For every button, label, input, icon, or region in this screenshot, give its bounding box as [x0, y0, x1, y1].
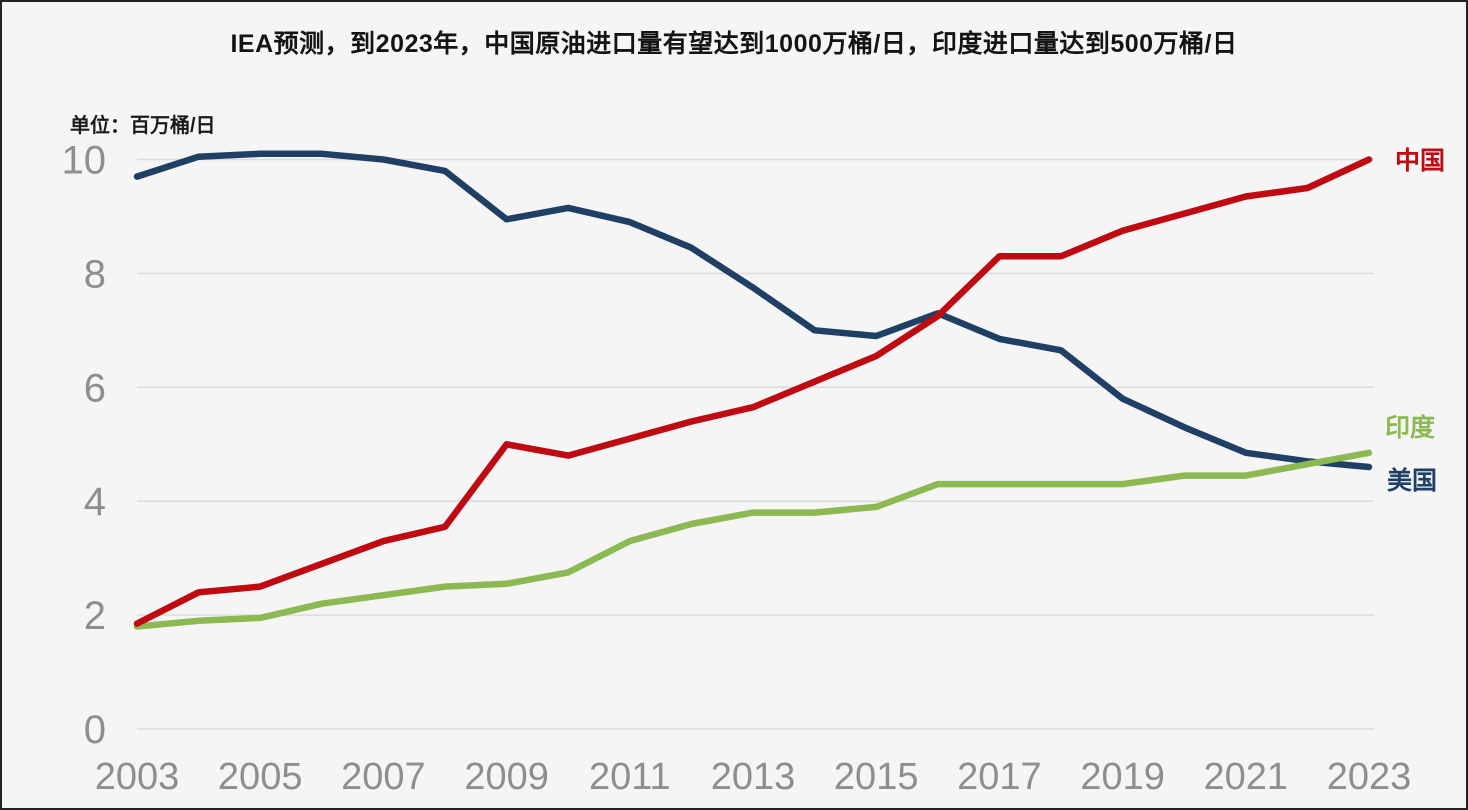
line-india: [133, 449, 1373, 630]
y-axis-tick-label: 6: [84, 366, 106, 410]
x-axis-tick-label: 2013: [711, 756, 796, 798]
x-axis-tick-label: 2023: [1327, 756, 1412, 798]
line-usa: [133, 150, 1373, 471]
y-axis-tick-label: 8: [84, 252, 106, 296]
y-axis-tick-label: 10: [62, 139, 107, 183]
y-axis-tick-label: 0: [84, 708, 106, 752]
x-axis-tick-label: 2007: [341, 756, 426, 798]
x-axis-tick-label: 2019: [1080, 756, 1165, 798]
x-axis-tick-label: 2005: [218, 756, 303, 798]
line-china: [133, 156, 1373, 627]
y-axis-tick-label: 4: [84, 480, 106, 524]
x-axis-tick-label: 2015: [834, 756, 919, 798]
legend-china: 中国: [1395, 147, 1445, 175]
x-axis-tick-label: 2011: [589, 756, 671, 798]
x-axis-tick-label: 2003: [95, 756, 180, 798]
legend-usa: 美国: [1387, 466, 1437, 495]
unit-label: 单位：百万桶/日: [70, 115, 216, 137]
x-axis-tick-label: 2021: [1204, 756, 1289, 798]
x-axis-tick-label: 2017: [957, 756, 1042, 798]
y-axis-tick-label: 2: [84, 594, 106, 638]
x-axis-tick-label: 2009: [464, 756, 549, 798]
chart-title: IEA预测，到2023年，中国原油进口量有望达到1000万桶/日，印度进口量达到…: [230, 30, 1238, 58]
legend-india: 印度: [1385, 413, 1435, 442]
